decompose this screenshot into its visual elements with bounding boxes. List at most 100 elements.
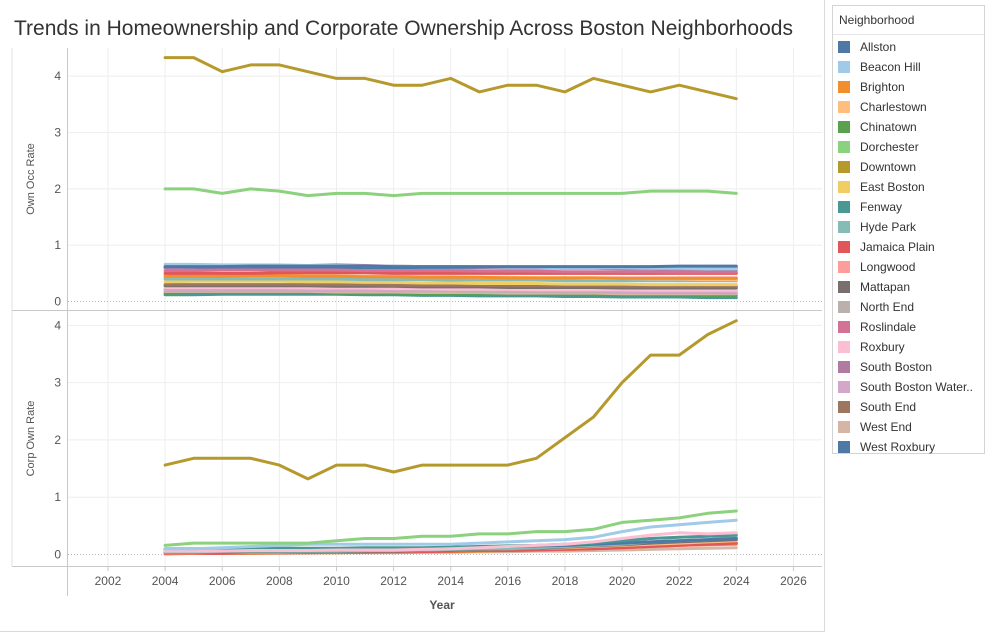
x-tick-label: 2026 <box>780 574 807 588</box>
chart-frame: Trends in Homeownership and Corporate Ow… <box>0 0 825 632</box>
legend-swatch <box>838 261 850 273</box>
series-line-dorchester <box>163 509 738 547</box>
x-tick-label: 2020 <box>609 574 636 588</box>
series-line-dorchester <box>163 187 738 198</box>
x-tick-label: 2004 <box>152 574 179 588</box>
legend-item-chinatown[interactable]: Chinatown <box>833 117 984 137</box>
series-line-roxbury <box>163 531 738 553</box>
series-line-south-end <box>163 283 738 288</box>
x-tick-label: 2022 <box>666 574 693 588</box>
legend-swatch <box>838 161 850 173</box>
legend-item-east-boston[interactable]: East Boston <box>833 177 984 197</box>
y-tick-label: 1 <box>54 238 61 252</box>
series-line-hyde-park <box>163 277 738 283</box>
legend-item-charlestown[interactable]: Charlestown <box>833 97 984 117</box>
x-axis-label: Year <box>429 598 455 612</box>
y-tick-label: 2 <box>54 433 61 447</box>
legend-title: Neighborhood <box>833 6 984 35</box>
legend-label: Allston <box>860 40 897 54</box>
chart-title: Trends in Homeownership and Corporate Ow… <box>14 17 793 40</box>
legend-label: Charlestown <box>860 100 927 114</box>
legend-item-hyde-park[interactable]: Hyde Park <box>833 217 984 237</box>
legend-label: Jamaica Plain <box>860 240 935 254</box>
legend-item-beacon-hill[interactable]: Beacon Hill <box>833 57 984 77</box>
y-tick-label: 4 <box>54 69 61 83</box>
legend-label: Dorchester <box>860 140 919 154</box>
series-line-roslindale <box>163 268 738 274</box>
legend-swatch <box>838 341 850 353</box>
x-tick-label: 2010 <box>323 574 350 588</box>
legend-item-longwood[interactable]: Longwood <box>833 257 984 277</box>
legend-item-downtown[interactable]: Downtown <box>833 157 984 177</box>
series-line-downtown <box>163 319 738 481</box>
legend-swatch <box>838 301 850 313</box>
x-tick-label: 2008 <box>266 574 293 588</box>
legend-label: Brighton <box>860 80 905 94</box>
y-tick-label: 3 <box>54 126 61 140</box>
x-tick-label: 2014 <box>437 574 464 588</box>
y-tick-label: 4 <box>54 318 61 332</box>
series-line-fenway <box>163 292 738 300</box>
legend-label: Hyde Park <box>860 220 917 234</box>
y-tick-label: 0 <box>54 295 61 309</box>
legend-label: Mattapan <box>860 280 911 294</box>
legend-swatch <box>838 201 850 213</box>
legend-item-south-boston[interactable]: South Boston <box>833 357 984 377</box>
legend-item-west-end[interactable]: West End <box>833 417 984 437</box>
legend-item-south-end[interactable]: South End <box>833 397 984 417</box>
legend-label: Roxbury <box>860 340 905 354</box>
x-tick-label: 2018 <box>552 574 579 588</box>
legend-item-jamaica-plain[interactable]: Jamaica Plain <box>833 237 984 257</box>
legend-swatch <box>838 381 850 393</box>
legend-label: North End <box>860 300 915 314</box>
legend-swatch <box>838 281 850 293</box>
legend-label: Chinatown <box>860 120 917 134</box>
legend-item-roxbury[interactable]: Roxbury <box>833 337 984 357</box>
legend-item-roslindale[interactable]: Roslindale <box>833 317 984 337</box>
legend-swatch <box>838 81 850 93</box>
y-axis-label: Corp Own Rate <box>25 401 37 477</box>
legend-list: Allston Beacon Hill Brighton Charlestown Chi… <box>833 35 984 457</box>
legend-item-west-roxbury[interactable]: West Roxbury <box>833 437 984 457</box>
series-line-allston <box>163 264 738 269</box>
legend-label: Roslindale <box>860 320 917 334</box>
series-line-beacon-hill <box>163 518 738 551</box>
legend-label: South Boston <box>860 360 933 374</box>
legend-item-south-boston-water[interactable]: South Boston Water.. <box>833 377 984 397</box>
legend: Neighborhood Allston Beacon Hill Brighton C… <box>832 5 985 454</box>
x-tick-label: 2012 <box>380 574 407 588</box>
legend-swatch <box>838 41 850 53</box>
legend-swatch <box>838 121 850 133</box>
legend-swatch <box>838 181 850 193</box>
legend-swatch <box>838 241 850 253</box>
legend-item-fenway[interactable]: Fenway <box>833 197 984 217</box>
legend-label: South Boston Water.. <box>860 380 973 394</box>
legend-item-north-end[interactable]: North End <box>833 297 984 317</box>
panel-own-occ-rate: 0 1 2 3 4 Own Occ Rate <box>25 56 822 309</box>
series-line-downtown <box>163 56 738 101</box>
legend-label: Downtown <box>860 160 917 174</box>
legend-item-brighton[interactable]: Brighton <box>833 77 984 97</box>
legend-swatch <box>838 221 850 233</box>
series-line-fenway <box>163 533 738 551</box>
series-line-brighton <box>163 274 738 280</box>
legend-swatch <box>838 441 850 453</box>
legend-swatch <box>838 61 850 73</box>
legend-swatch <box>838 361 850 373</box>
y-tick-label: 0 <box>54 548 61 562</box>
series-line-jamaica-plain <box>163 271 738 275</box>
x-tick-label: 2016 <box>494 574 521 588</box>
legend-label: Longwood <box>860 260 916 274</box>
legend-swatch <box>838 421 850 433</box>
legend-swatch <box>838 141 850 153</box>
legend-item-dorchester[interactable]: Dorchester <box>833 137 984 157</box>
x-tick-label: 2006 <box>209 574 236 588</box>
y-tick-label: 3 <box>54 376 61 390</box>
x-tick-label: 2024 <box>723 574 750 588</box>
y-axis-label: Own Occ Rate <box>25 143 37 215</box>
y-tick-label: 2 <box>54 182 61 196</box>
legend-item-allston[interactable]: Allston <box>833 37 984 57</box>
chart-canvas: 0 1 2 3 4 Own Occ Rate 0 1 2 3 4 Corp Own Rate 2002 2… <box>11 48 822 612</box>
legend-swatch <box>838 101 850 113</box>
legend-item-mattapan[interactable]: Mattapan <box>833 277 984 297</box>
